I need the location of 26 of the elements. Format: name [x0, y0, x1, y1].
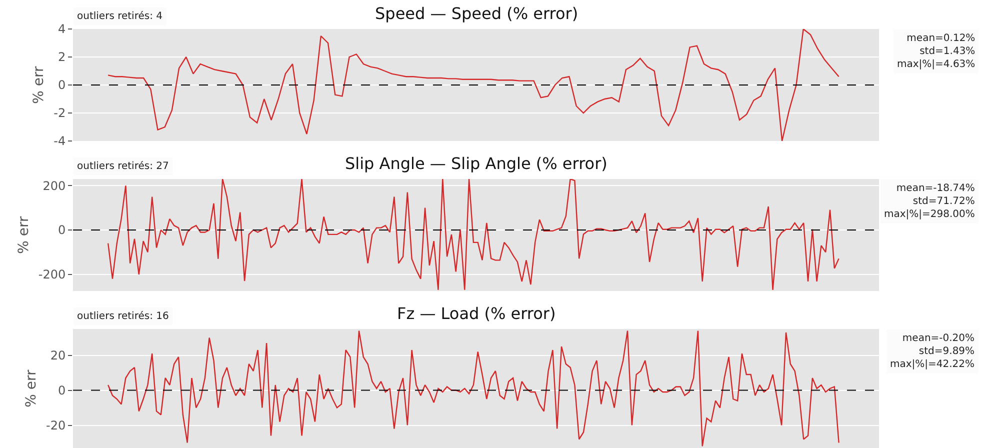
- y-axis-title: % err: [16, 216, 32, 254]
- y-tick-label: 2: [58, 50, 66, 64]
- y-axis-title: % err: [31, 66, 48, 104]
- y-tick-label: -2: [54, 106, 66, 120]
- text: mean=-0.20% std=9.89% max|%|=42.22%: [890, 333, 975, 370]
- line-series: [107, 29, 840, 141]
- text: outliers retirés: 16: [77, 311, 169, 322]
- y-tick-label: 200: [42, 178, 66, 193]
- y-tick-label: 4: [58, 22, 66, 36]
- y-axis-title: % err: [24, 369, 40, 408]
- y-tick-label: 20: [50, 348, 66, 362]
- y-tick-label: -20: [46, 418, 66, 432]
- text: mean=-18.74% std=71.72% max|%|=298.00%: [884, 183, 975, 220]
- y-tick-label: 0: [58, 223, 66, 238]
- text: outliers retirés: 27: [77, 161, 169, 172]
- text: outliers retirés: 4: [77, 11, 162, 22]
- y-tick-label: -200: [38, 268, 66, 282]
- y-tick-label: 0: [58, 383, 66, 398]
- line-series: [107, 330, 840, 447]
- chart-title: Slip Angle — Slip Angle (% error): [345, 154, 608, 173]
- y-tick-label: 0: [58, 78, 66, 92]
- chart-title: Fz — Load (% error): [397, 304, 556, 323]
- text: mean=0.12% std=1.43% max|%|=4.63%: [897, 33, 976, 70]
- y-tick-label: -4: [54, 134, 66, 148]
- chart-title: Speed — Speed (% error): [375, 4, 578, 23]
- line-series: [107, 179, 840, 290]
